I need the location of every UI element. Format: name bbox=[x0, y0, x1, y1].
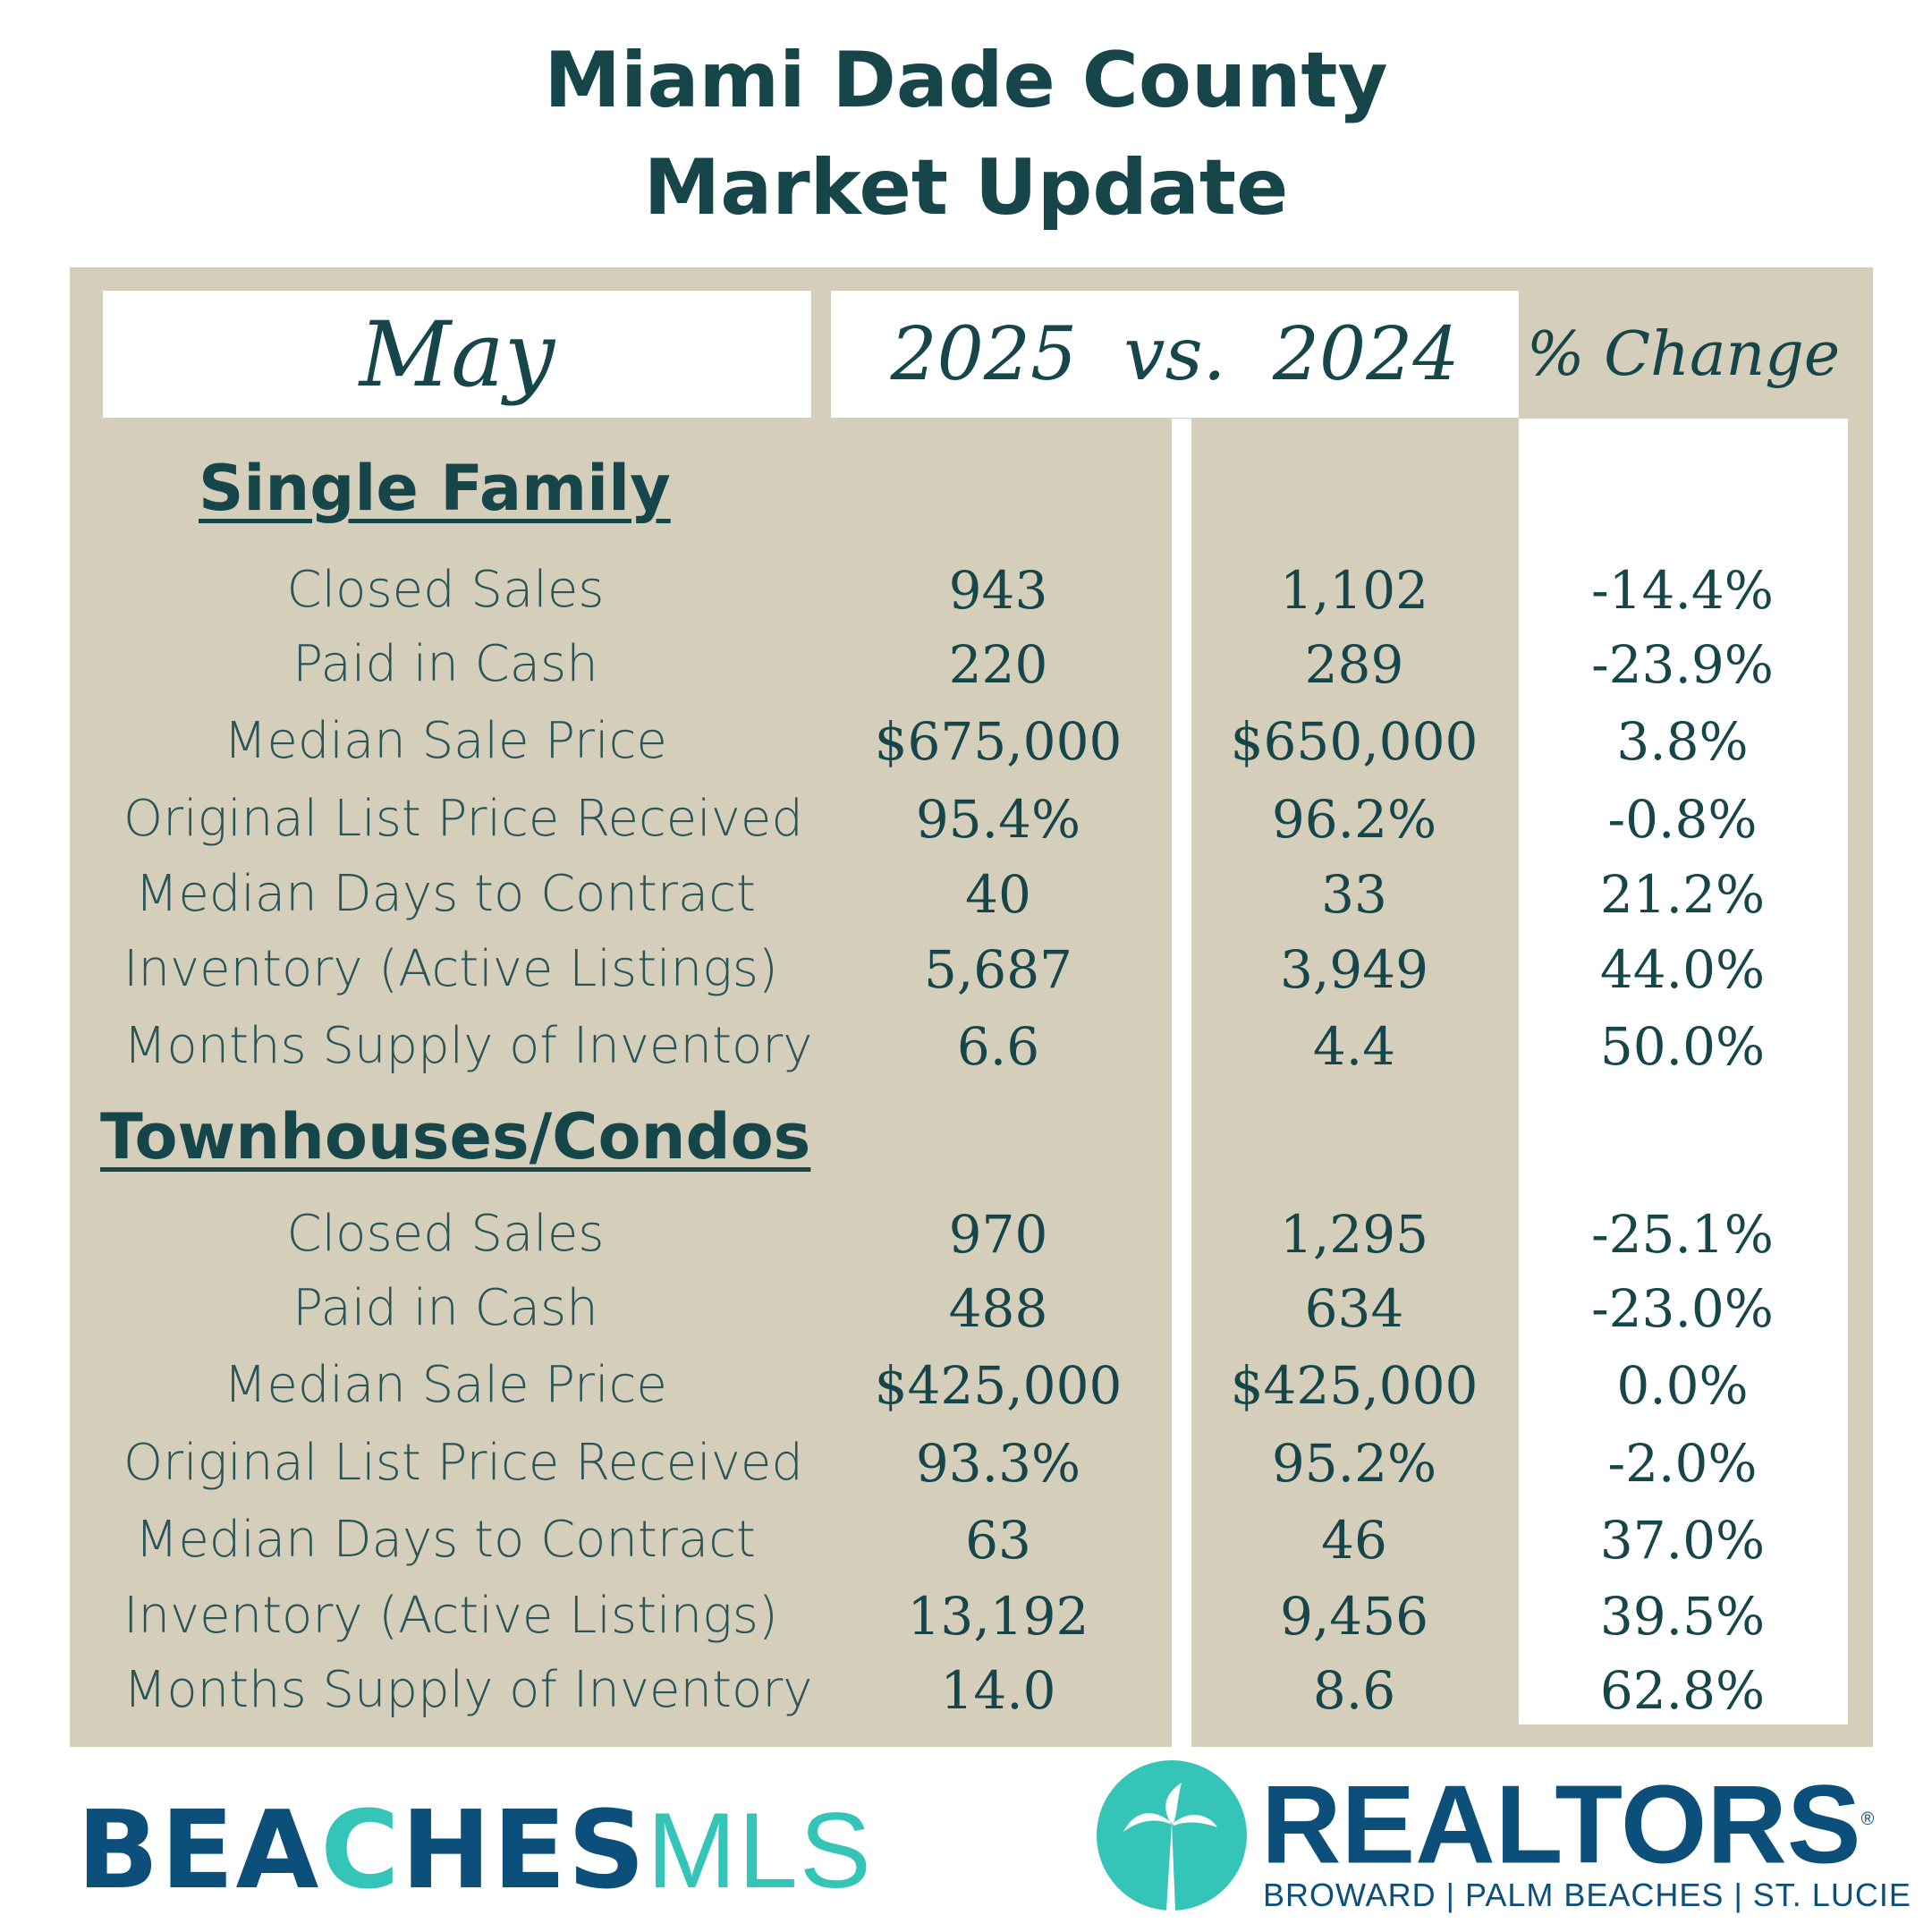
value-2024: 96.2% bbox=[1271, 789, 1437, 850]
percent-change: 62.8% bbox=[1599, 1660, 1766, 1721]
table-row: Paid in Cash 488 634 -23.0% bbox=[0, 1273, 1932, 1344]
percent-change: 37.0% bbox=[1599, 1510, 1766, 1571]
value-2025: 5,687 bbox=[923, 939, 1073, 1000]
value-2025: 6.6 bbox=[956, 1016, 1040, 1077]
table-row: Months Supply of Inventory 14.0 8.6 62.8% bbox=[0, 1655, 1932, 1726]
value-2025: 40 bbox=[965, 864, 1031, 925]
change-header: % Change bbox=[1526, 318, 1841, 390]
table-row: Original List Price Received 95.4% 96.2% -0… bbox=[0, 784, 1932, 855]
change-column-bg bbox=[1519, 419, 1848, 1724]
metric-label: Median Days to Contract bbox=[135, 1511, 756, 1569]
table-row: Closed Sales 943 1,102 -14.4% bbox=[0, 555, 1932, 626]
value-2025: 63 bbox=[965, 1510, 1031, 1571]
value-2024: 1,102 bbox=[1279, 560, 1429, 621]
value-2024: 3,949 bbox=[1279, 939, 1429, 1000]
comparison-header: 2025 vs. 2024 bbox=[831, 291, 1519, 418]
percent-change: 50.0% bbox=[1599, 1016, 1766, 1077]
value-2024: 95.2% bbox=[1271, 1433, 1437, 1494]
value-2025: 943 bbox=[948, 560, 1048, 621]
percent-change: 44.0% bbox=[1599, 939, 1766, 1000]
table-row: Original List Price Received 93.3% 95.2% -2… bbox=[0, 1428, 1932, 1499]
value-2024: $425,000 bbox=[1230, 1355, 1479, 1416]
value-2024: 33 bbox=[1321, 864, 1387, 925]
section-townhouses-condos: Townhouses/Condos bbox=[100, 1100, 811, 1174]
value-2024: 8.6 bbox=[1312, 1660, 1396, 1721]
metric-label: Closed Sales bbox=[286, 561, 605, 619]
metric-label: Median Days to Contract bbox=[135, 865, 756, 923]
value-2024: 634 bbox=[1304, 1278, 1404, 1339]
value-2024: $650,000 bbox=[1230, 711, 1479, 772]
beaches-mls-logo: BEACHESMLS bbox=[77, 1789, 873, 1913]
palm-tree-icon bbox=[1097, 1760, 1247, 1911]
percent-change: 3.8% bbox=[1616, 711, 1749, 772]
value-2024: 1,295 bbox=[1279, 1204, 1429, 1265]
metric-label: Paid in Cash bbox=[292, 1279, 598, 1337]
metric-label: Inventory (Active Listings) bbox=[123, 1587, 778, 1645]
percent-change: 39.5% bbox=[1599, 1586, 1766, 1647]
metric-label: Median Sale Price bbox=[224, 712, 667, 770]
metric-label: Paid in Cash bbox=[292, 635, 598, 693]
title-line-1: Miami Dade County bbox=[544, 36, 1388, 125]
percent-change: -23.0% bbox=[1591, 1278, 1774, 1339]
metric-label: Original List Price Received bbox=[123, 790, 803, 848]
percent-change: -2.0% bbox=[1607, 1433, 1758, 1494]
month-header: May bbox=[103, 291, 811, 418]
value-2025: 95.4% bbox=[915, 789, 1081, 850]
percent-change: -0.8% bbox=[1607, 789, 1758, 850]
table-row: Inventory (Active Listings) 13,192 9,456 39… bbox=[0, 1580, 1932, 1652]
value-2025: 220 bbox=[948, 634, 1048, 695]
section-single-family: Single Family bbox=[199, 452, 671, 525]
value-2025: $675,000 bbox=[874, 711, 1123, 772]
table-row: Inventory (Active Listings) 5,687 3,949 44.… bbox=[0, 934, 1932, 1005]
value-2025: 13,192 bbox=[907, 1586, 1089, 1647]
table-row: Median Sale Price $425,000 $425,000 0.0% bbox=[0, 1350, 1932, 1421]
value-2024: 4.4 bbox=[1312, 1016, 1396, 1077]
value-2024: 289 bbox=[1304, 634, 1404, 695]
percent-change: -23.9% bbox=[1591, 634, 1774, 695]
percent-change: 21.2% bbox=[1599, 864, 1766, 925]
percent-change: -25.1% bbox=[1591, 1204, 1774, 1265]
realtors-subtitle: BROWARD | PALM BEACHES | ST. LUCIE bbox=[1263, 1877, 1911, 1913]
realtors-logo: REALTORS® bbox=[1261, 1763, 1875, 1887]
value-2025: 970 bbox=[948, 1204, 1048, 1265]
metric-label: Months Supply of Inventory bbox=[123, 1661, 813, 1719]
table-row: Median Days to Contract 40 33 21.2% bbox=[0, 859, 1932, 930]
value-2024: 9,456 bbox=[1279, 1586, 1429, 1647]
value-2025: 93.3% bbox=[915, 1433, 1081, 1494]
table-row: Months Supply of Inventory 6.6 4.4 50.0% bbox=[0, 1011, 1932, 1082]
metric-label: Inventory (Active Listings) bbox=[123, 940, 778, 998]
table-row: Paid in Cash 220 289 -23.9% bbox=[0, 629, 1932, 700]
table-row: Closed Sales 970 1,295 -25.1% bbox=[0, 1199, 1932, 1270]
percent-change: 0.0% bbox=[1616, 1355, 1749, 1416]
metric-label: Median Sale Price bbox=[224, 1356, 667, 1414]
title-line-2: Market Update bbox=[643, 143, 1289, 233]
metric-label: Closed Sales bbox=[286, 1205, 605, 1263]
column-divider bbox=[1172, 419, 1191, 1747]
value-2025: 488 bbox=[948, 1278, 1048, 1339]
value-2025: $425,000 bbox=[874, 1355, 1123, 1416]
percent-change: -14.4% bbox=[1591, 560, 1774, 621]
value-2025: 14.0 bbox=[940, 1660, 1056, 1721]
table-row: Median Days to Contract 63 46 37.0% bbox=[0, 1504, 1932, 1576]
value-2024: 46 bbox=[1321, 1510, 1387, 1571]
metric-label: Months Supply of Inventory bbox=[123, 1017, 813, 1075]
table-row: Median Sale Price $675,000 $650,000 3.8% bbox=[0, 706, 1932, 777]
metric-label: Original List Price Received bbox=[123, 1434, 803, 1492]
